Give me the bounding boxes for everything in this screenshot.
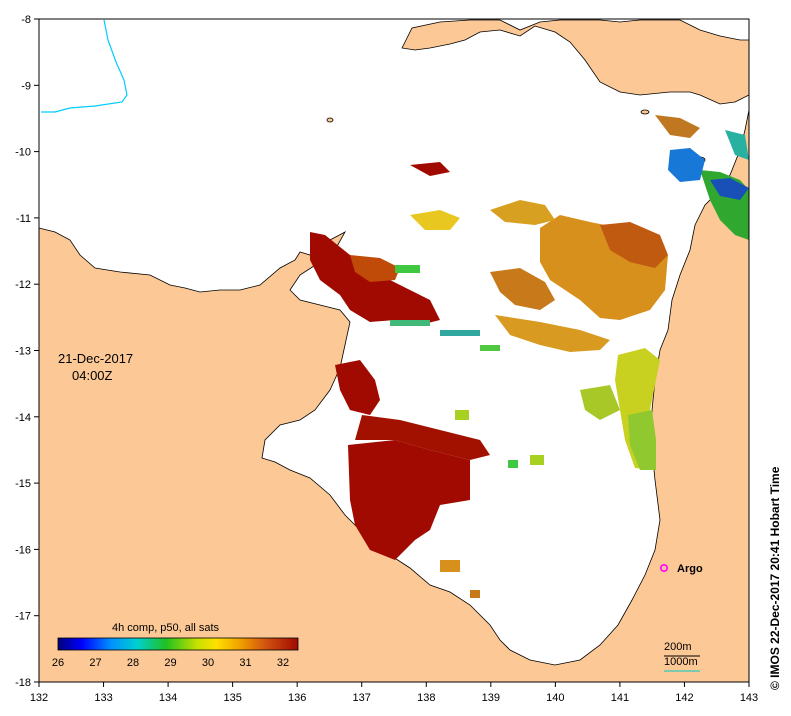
y-tick-label: -8: [21, 14, 31, 26]
sst-layer: [310, 115, 749, 598]
x-tick-label: 135: [223, 692, 241, 704]
colorbar-tick-label: 28: [127, 657, 139, 669]
sst-speck-1: [440, 560, 460, 572]
argo-marker: [659, 563, 668, 572]
x-tick-label: 136: [288, 692, 306, 704]
sst-speck-8: [480, 345, 500, 351]
sst-patch-east-3: [580, 385, 620, 420]
sst-patch-east-2: [628, 410, 656, 470]
sst-speck-2: [470, 590, 480, 598]
colorbar-tick-label: 32: [277, 657, 289, 669]
date-line2: 04:00Z: [72, 368, 113, 383]
y-tick-label: -17: [15, 611, 31, 623]
y-axis: -8 -9 -10 -11 -12 -13 -14 -15 -16 -17 -18: [15, 14, 39, 689]
sst-patch-north-2: [600, 222, 668, 268]
date-line1: 21-Dec-2017: [58, 351, 133, 366]
colorbar-tick-label: 29: [164, 657, 176, 669]
x-tick-label: 133: [94, 692, 112, 704]
y-tick-label: -15: [15, 478, 31, 490]
x-tick-label: 141: [611, 692, 629, 704]
y-tick-label: -14: [15, 412, 31, 424]
x-tick-label: 138: [417, 692, 435, 704]
sst-patch-west-2: [355, 415, 490, 460]
sst-patch-north-5: [410, 210, 460, 230]
sst-patch-north-4: [495, 315, 610, 352]
river: [41, 19, 128, 113]
sst-speck-9: [395, 265, 420, 273]
x-tick-label: 140: [546, 692, 564, 704]
y-tick-label: -12: [15, 279, 31, 291]
sst-patch-north-3: [490, 268, 555, 310]
sst-patch-ne-2: [668, 148, 705, 182]
x-tick-label: 143: [740, 692, 758, 704]
x-tick-label: 137: [353, 692, 371, 704]
colorbar: [57, 637, 299, 651]
sst-patch-north-7: [410, 162, 450, 176]
y-tick-label: -11: [16, 213, 31, 225]
y-tick-label: -13: [15, 346, 31, 358]
isobath-200-label: 200m: [664, 641, 692, 653]
x-tick-label: 132: [30, 692, 48, 704]
colorbar-tick-label: 27: [89, 657, 101, 669]
sst-patch-west-3: [335, 360, 380, 415]
sst-patch-west-1: [348, 440, 470, 560]
colorbar-tick-label: 30: [202, 657, 214, 669]
sst-speck-5: [455, 410, 469, 420]
sst-patch-ne-4: [655, 115, 700, 138]
sst-patch-ne-3: [710, 178, 749, 200]
island-2: [640, 109, 650, 115]
y-tick-label: -16: [15, 544, 31, 556]
sst-speck-3: [530, 455, 544, 465]
credit-text: © IMOS 22-Dec-2017 20:41 Hobart Time: [768, 466, 782, 690]
x-tick-label: 134: [159, 692, 177, 704]
argo-label: Argo: [677, 563, 703, 575]
sst-speck-7: [440, 330, 480, 336]
island-1: [326, 117, 334, 123]
colorbar-ticks: 26 27 28 29 30 31 32: [52, 657, 289, 669]
y-tick-label: -9: [21, 80, 31, 92]
sst-patch-north-6: [490, 200, 555, 225]
colorbar-title: 4h comp, p50, all sats: [112, 622, 220, 634]
sst-speck-4: [508, 460, 518, 468]
y-tick-label: -10: [15, 147, 31, 159]
isobath-1000-label: 1000m: [664, 656, 698, 668]
land-new-guinea: [401, 19, 750, 105]
y-tick-label: -18: [15, 677, 31, 689]
sst-patch-ne-5: [725, 130, 749, 160]
x-tick-label: 139: [482, 692, 500, 704]
sst-speck-6: [390, 320, 430, 326]
colorbar-tick-label: 31: [239, 657, 251, 669]
colorbar-tick-label: 26: [52, 657, 64, 669]
land-cape-york: [38, 109, 750, 683]
x-tick-label: 142: [675, 692, 693, 704]
sst-patch-west-5: [350, 255, 400, 282]
x-axis: 132 133 134 135 136 137 138 139 140 141 142 143: [30, 682, 758, 704]
